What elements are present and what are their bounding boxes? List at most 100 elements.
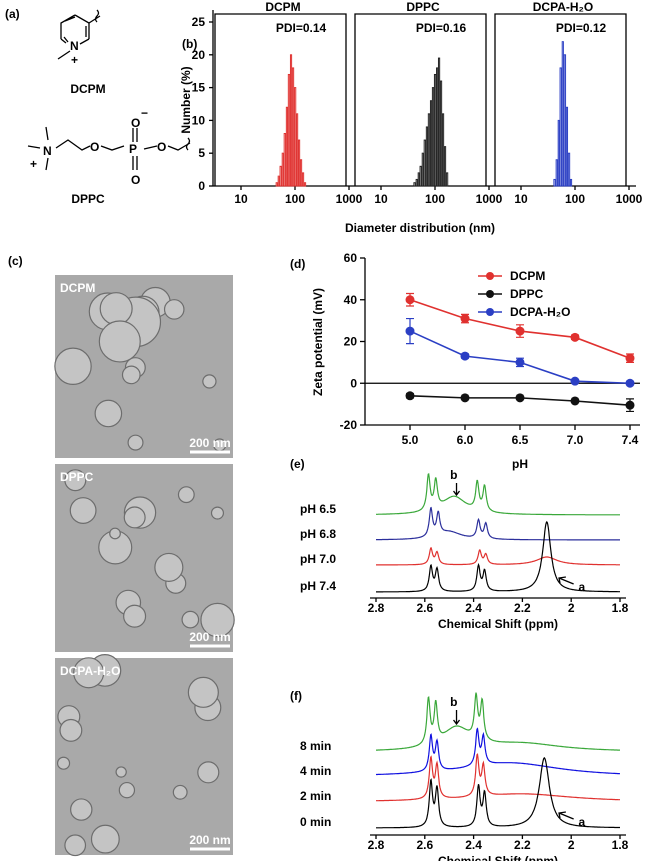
atom: O (131, 116, 140, 130)
subplot-frame (214, 13, 347, 186)
histogram-bar (287, 73, 291, 187)
data-point (570, 396, 580, 406)
histogram-bar (279, 165, 282, 187)
histogram-bar (293, 87, 297, 187)
histogram-bar (283, 133, 287, 187)
legend-label: DCPA-H₂O (510, 305, 570, 319)
x-tick-label: 6.5 (512, 433, 529, 447)
vesicle (73, 657, 105, 689)
histogram-bar (301, 172, 305, 187)
x-tick-label: 10 (514, 192, 528, 206)
legend-marker (486, 308, 494, 316)
annotation: a (579, 815, 586, 829)
subplot-title: DPPC (406, 0, 440, 14)
spectrum (376, 692, 620, 751)
spectrum (376, 520, 620, 593)
data-point (405, 326, 415, 336)
histogram-bar (553, 178, 556, 187)
spectrum (376, 547, 620, 566)
histogram-bar (421, 152, 424, 187)
y-tick-label: 10 (192, 113, 206, 127)
x-tick-label: 2.8 (368, 838, 385, 852)
data-point (625, 378, 635, 388)
panel-label: (d) (290, 257, 305, 271)
spectrum (376, 473, 620, 516)
subplot-title: DCPM (265, 0, 300, 14)
x-tick-label: 7.4 (622, 433, 639, 447)
y-tick-label: 25 (192, 15, 206, 29)
vesicle (64, 834, 87, 857)
legend-marker (486, 272, 494, 280)
structure-name: DCPM (70, 82, 105, 96)
histogram-bar (441, 113, 445, 187)
spectrum-label: pH 7.0 (300, 552, 336, 566)
y-axis-label: Number (%) (179, 66, 193, 133)
data-point (460, 351, 470, 361)
vesicle (98, 320, 141, 363)
x-tick-label: 7.0 (567, 433, 584, 447)
x-tick-label: 1.8 (612, 838, 629, 852)
x-tick-label: 2.2 (514, 838, 531, 852)
spectrum-label: 2 min (300, 789, 331, 803)
panel-label: (a) (5, 7, 20, 21)
bonds (27, 126, 191, 171)
vesicle (123, 506, 146, 529)
image-label: DPPC (60, 470, 94, 484)
vesicle (121, 365, 141, 385)
spectrum-label: 8 min (300, 739, 331, 753)
image-label: DCPM (60, 281, 95, 295)
x-axis-label: Chemical Shift (ppm) (438, 854, 558, 861)
y-tick-label: 20 (344, 335, 358, 349)
dppc-structure (27, 126, 191, 171)
histogram-bar (413, 182, 416, 187)
histogram-bar (557, 119, 560, 187)
scale-label: 200 nm (189, 630, 230, 644)
atom: N (43, 144, 52, 158)
vesicle (94, 399, 123, 428)
histogram-bar (436, 67, 439, 187)
x-axis-label: pH (512, 457, 528, 471)
histogram-bar (439, 80, 443, 187)
vesicle (69, 497, 97, 524)
x-tick-label: 2.6 (416, 601, 433, 615)
data-point (570, 376, 580, 386)
y-axis-label: Zeta potential (mV) (311, 288, 325, 396)
vesicle (115, 766, 127, 778)
spectrum-label: 0 min (300, 815, 331, 829)
histogram-bar (563, 54, 567, 187)
spectrum (376, 757, 620, 829)
vesicle (56, 756, 71, 770)
histogram-bar (427, 113, 431, 187)
histogram-bar (291, 67, 295, 187)
x-tick-label: 2 (568, 838, 575, 852)
y-tick-label: 60 (344, 251, 358, 265)
atom: O (157, 140, 166, 154)
vesicle (54, 347, 92, 386)
histogram-bar (443, 146, 447, 187)
pdi-annotation: PDI=0.12 (556, 21, 607, 35)
atom: − (141, 106, 148, 120)
y-tick-label: 15 (192, 81, 206, 95)
vesicle (123, 604, 147, 628)
y-tick-label: 20 (192, 48, 206, 62)
subplot-frame (494, 13, 627, 186)
histogram-bar (423, 139, 427, 187)
x-tick-label: 5.0 (402, 433, 419, 447)
vesicle (127, 434, 144, 451)
histogram-bar (429, 100, 433, 187)
x-tick-label: 2.8 (368, 601, 385, 615)
vesicle (109, 527, 121, 540)
x-tick-label: 2.4 (465, 838, 482, 852)
x-tick-label: 10 (374, 192, 388, 206)
data-point (515, 393, 525, 403)
histogram-bar (567, 152, 571, 187)
y-tick-label: 0 (198, 179, 205, 193)
atom: O (131, 173, 140, 187)
spectrum-label: pH 6.5 (300, 502, 336, 516)
histogram-bar (431, 87, 435, 187)
x-tick-label: 1000 (616, 192, 643, 206)
histogram-bar (281, 152, 284, 187)
vesicle (70, 798, 93, 821)
panel-label: (c) (8, 254, 23, 268)
x-tick-label: 1.8 (612, 601, 629, 615)
